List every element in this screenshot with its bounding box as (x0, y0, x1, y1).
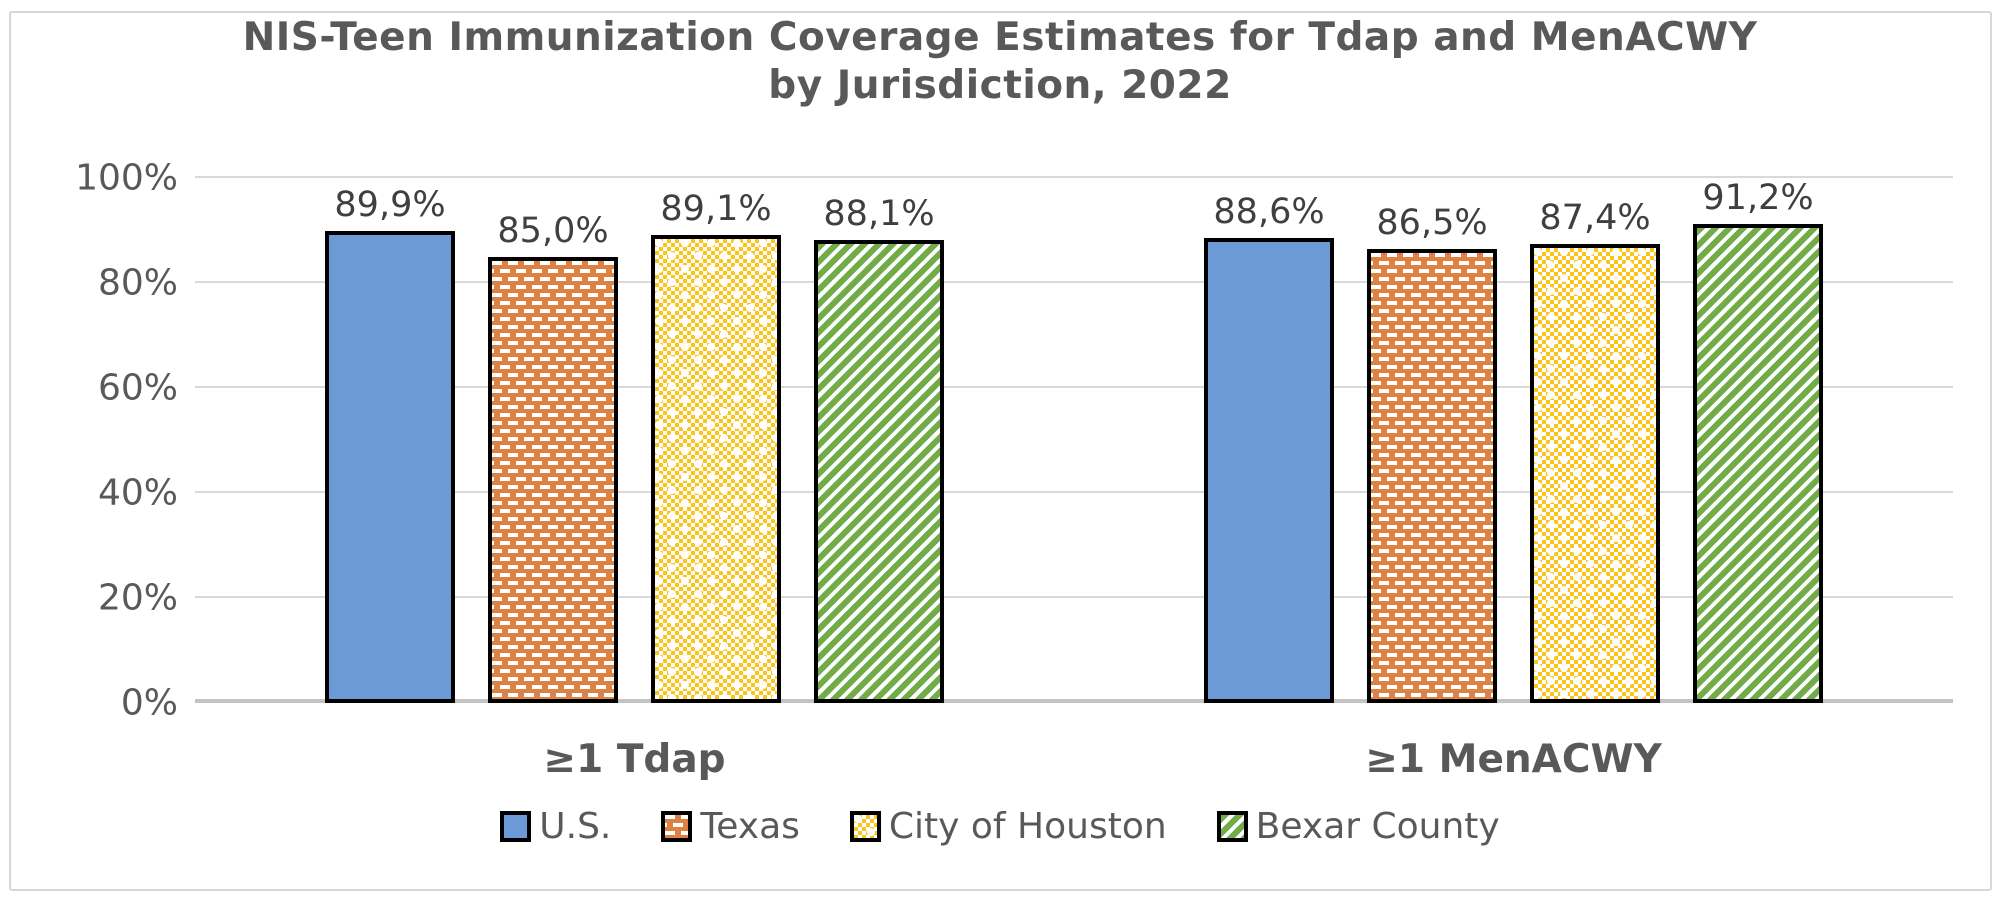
bar-value-label: 85,0% (497, 210, 609, 251)
bar-value-label: 91,2% (1702, 178, 1814, 219)
legend-item: U.S. (500, 806, 611, 847)
legend-swatch-icon (500, 811, 532, 842)
legend-label: City of Houston (888, 806, 1167, 847)
chart-title-line2: by Jurisdiction, 2022 (768, 63, 1232, 108)
bar-group: 88,6% 86,5% 87,4% 91,2% (1074, 178, 1953, 703)
bar-value-label: 88,6% (1213, 191, 1325, 232)
gridline-60% (195, 386, 1953, 388)
bar: 91,2% (1693, 178, 1823, 703)
y-tick-label: 20% (97, 577, 178, 619)
y-tick-label: 80% (97, 262, 178, 304)
legend-label: U.S. (539, 806, 612, 847)
y-tick-label: 60% (97, 367, 178, 409)
bar: 89,1% (651, 189, 781, 703)
category-label: ≥1 MenACWY (1365, 737, 1662, 782)
bar: 88,6% (1204, 192, 1334, 703)
bar-value-label: 89,9% (334, 185, 446, 226)
bar: 86,5% (1367, 203, 1497, 703)
category-label: ≥1 Tdap (543, 737, 726, 782)
bar-value-label: 87,4% (1539, 198, 1651, 239)
bar-value-label: 89,1% (660, 189, 772, 230)
legend-item: City of Houston (849, 806, 1167, 847)
y-tick-label: 40% (97, 472, 178, 514)
legend-item: Texas (661, 806, 800, 847)
bar-value-label: 88,1% (823, 194, 935, 235)
legend-label: Bexar County (1255, 806, 1500, 847)
y-tick-label: 100% (75, 157, 178, 199)
gridline-40% (195, 491, 1953, 493)
legend-swatch-icon (661, 811, 693, 842)
x-axis-baseline (195, 699, 1953, 703)
y-tick-label: 0% (120, 682, 178, 724)
bar: 88,1% (814, 194, 944, 703)
gridline-100% (195, 176, 1953, 178)
gridline-80% (195, 281, 1953, 283)
legend: U.S. Texas City of Houston Bexar County (0, 806, 2000, 847)
gridline-20% (195, 596, 1953, 598)
plot-area: 89,9% 85,0% 89,1% 88,1% 88,6% 86,5% 87,4% 91,2% (195, 176, 1953, 703)
chart-title: NIS-Teen Immunization Coverage Estimates… (0, 14, 2000, 110)
bar: 85,0% (488, 211, 618, 703)
chart-title-line1: NIS-Teen Immunization Coverage Estimates… (242, 15, 1758, 60)
legend-label: Texas (700, 806, 800, 847)
x-axis-category-labels: ≥1 Tdap ≥1 MenACWY (195, 737, 1953, 787)
bar-group: 89,9% 85,0% 89,1% 88,1% (195, 178, 1074, 703)
legend-item: Bexar County (1216, 806, 1500, 847)
bar: 87,4% (1530, 198, 1660, 703)
y-axis: 0% 20% 40% 60% 80% 100% (0, 158, 178, 724)
bar-value-label: 86,5% (1376, 202, 1488, 243)
bar: 89,9% (325, 185, 455, 703)
legend-swatch-icon (1216, 811, 1248, 842)
legend-swatch-icon (849, 811, 881, 842)
